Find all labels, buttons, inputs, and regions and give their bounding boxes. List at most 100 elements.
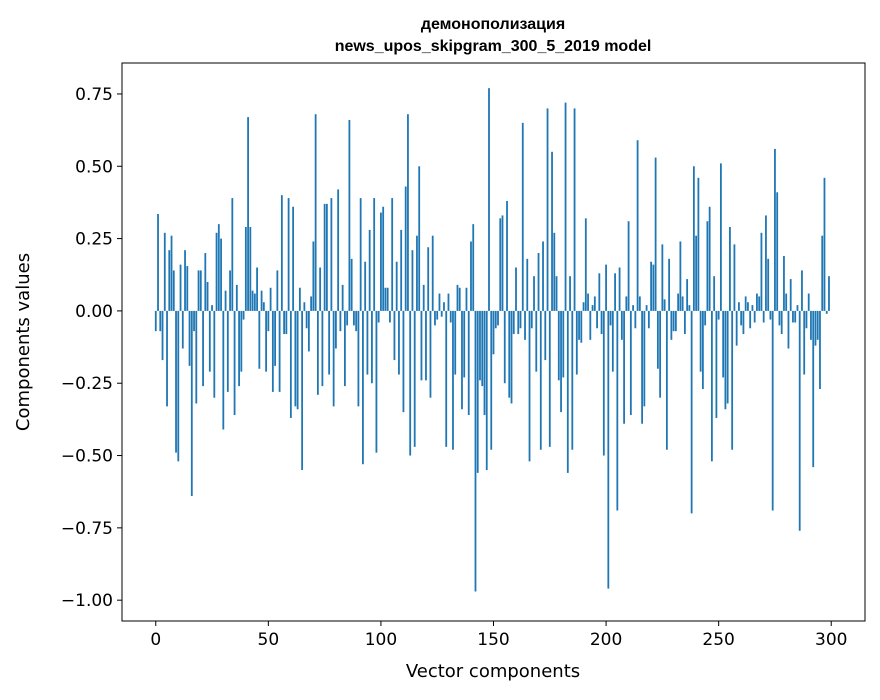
bar-78 bbox=[330, 198, 333, 311]
bar-47 bbox=[260, 290, 263, 311]
bar-285 bbox=[796, 305, 799, 311]
bar-159 bbox=[512, 310, 515, 335]
bar-8 bbox=[172, 270, 175, 311]
bar-185 bbox=[571, 310, 574, 450]
bar-109 bbox=[400, 229, 403, 311]
bar-130 bbox=[447, 293, 450, 311]
bar-119 bbox=[422, 284, 425, 311]
bar-23 bbox=[206, 281, 209, 311]
bar-22 bbox=[204, 253, 207, 311]
y-axis: 0.75 0.50 0.25 0.00 −0.25 −0.50 −0.75 −1.00 bbox=[61, 85, 122, 611]
bar-28 bbox=[217, 224, 220, 311]
bar-263 bbox=[747, 302, 749, 311]
bar-108 bbox=[398, 310, 400, 375]
bar-101 bbox=[382, 206, 385, 311]
bar-116 bbox=[416, 235, 418, 311]
bar-184 bbox=[569, 276, 571, 311]
bar-104 bbox=[389, 310, 391, 323]
bar-118 bbox=[420, 310, 423, 381]
bar-164 bbox=[524, 310, 526, 340]
bar-18 bbox=[195, 310, 198, 404]
bar-286 bbox=[798, 310, 801, 531]
bar-243 bbox=[701, 310, 704, 390]
bar-36 bbox=[235, 284, 238, 311]
bar-241 bbox=[697, 177, 700, 311]
bar-193 bbox=[589, 310, 592, 340]
x-axis: 0 50 100 150 200 250 300 bbox=[150, 621, 847, 650]
bar-277 bbox=[778, 310, 781, 326]
bar-156 bbox=[506, 200, 508, 311]
bar-55 bbox=[278, 310, 281, 392]
bar-88 bbox=[353, 310, 355, 326]
bar-196 bbox=[596, 310, 598, 329]
bar-234 bbox=[681, 296, 684, 311]
y-tick-label: −0.25 bbox=[61, 374, 113, 394]
bar-81 bbox=[337, 189, 340, 311]
bar-131 bbox=[449, 310, 452, 323]
y-tick-label: −0.50 bbox=[61, 447, 113, 467]
bar-168 bbox=[533, 276, 535, 311]
bar-208 bbox=[623, 310, 625, 424]
bar-237 bbox=[688, 305, 691, 311]
bar-265 bbox=[751, 305, 754, 311]
bar-225 bbox=[661, 244, 664, 311]
bar-146 bbox=[483, 310, 486, 416]
bar-192 bbox=[587, 293, 589, 311]
bar-240 bbox=[695, 235, 698, 311]
bar-194 bbox=[591, 305, 594, 311]
bar-147 bbox=[485, 310, 488, 471]
bar-144 bbox=[479, 310, 481, 381]
bar-239 bbox=[692, 166, 695, 311]
bar-25 bbox=[211, 305, 213, 311]
bar-127 bbox=[440, 310, 443, 317]
bar-199 bbox=[602, 310, 605, 456]
bar-20 bbox=[199, 270, 202, 311]
bar-276 bbox=[776, 192, 779, 311]
bar-15 bbox=[188, 310, 191, 366]
y-tick-label: 0.75 bbox=[75, 85, 113, 105]
bar-126 bbox=[438, 293, 441, 311]
bar-183 bbox=[566, 310, 569, 473]
bar-72 bbox=[316, 310, 319, 395]
bar-212 bbox=[632, 305, 634, 311]
bar-142 bbox=[474, 310, 477, 592]
bar-91 bbox=[359, 198, 362, 311]
bar-150 bbox=[492, 310, 495, 355]
bar-2 bbox=[159, 310, 162, 332]
bar-6 bbox=[168, 250, 171, 311]
bar-45 bbox=[256, 267, 258, 311]
bar-44 bbox=[253, 293, 256, 311]
bar-67 bbox=[305, 310, 308, 329]
bar-249 bbox=[715, 310, 718, 418]
bar-90 bbox=[357, 310, 360, 407]
bar-75 bbox=[323, 203, 326, 311]
bar-107 bbox=[395, 261, 398, 311]
bar-59 bbox=[287, 198, 290, 311]
bar-16 bbox=[190, 310, 193, 497]
bar-110 bbox=[402, 310, 405, 413]
x-tick-label: 200 bbox=[590, 630, 622, 650]
bar-4 bbox=[163, 232, 166, 311]
y-tick-label: 0.00 bbox=[75, 302, 113, 322]
bar-94 bbox=[366, 310, 369, 375]
bar-297 bbox=[823, 177, 826, 311]
bar-9 bbox=[175, 310, 177, 453]
bar-274 bbox=[771, 310, 774, 511]
bar-10 bbox=[177, 310, 180, 462]
bar-46 bbox=[258, 310, 261, 369]
bar-195 bbox=[593, 296, 596, 311]
bar-202 bbox=[609, 310, 612, 326]
bar-287 bbox=[801, 270, 803, 311]
bar-111 bbox=[404, 186, 407, 311]
bar-206 bbox=[618, 267, 621, 311]
bar-40 bbox=[244, 227, 247, 311]
bar-5 bbox=[166, 310, 168, 407]
bar-31 bbox=[224, 290, 227, 311]
y-axis-label: Components values bbox=[13, 253, 34, 431]
bar-279 bbox=[783, 255, 785, 311]
bar-54 bbox=[276, 270, 279, 311]
bar-198 bbox=[600, 310, 603, 335]
bar-68 bbox=[307, 310, 310, 352]
bar-186 bbox=[573, 108, 576, 311]
bar-269 bbox=[760, 232, 763, 311]
